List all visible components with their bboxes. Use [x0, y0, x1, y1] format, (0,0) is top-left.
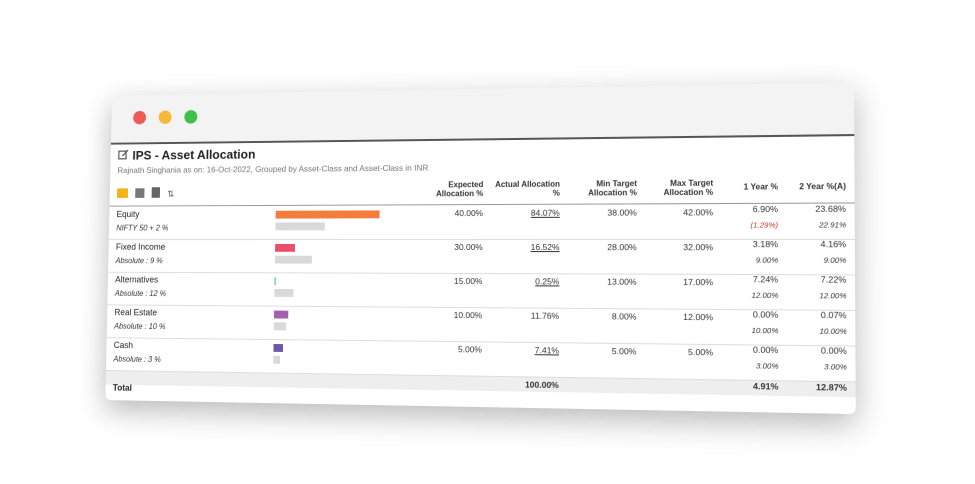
cell-value: 0.07% [772, 309, 847, 320]
cell-value: 16.52% [490, 242, 560, 252]
window: IPS - Asset Allocation Rajnath Singhania… [105, 82, 856, 414]
cell-value: 0.00% [772, 345, 847, 356]
benchmark-1y: 3.00% [705, 360, 779, 370]
row-benchmark: Absolute : 9 % [116, 256, 163, 265]
export-icon[interactable] [135, 188, 144, 198]
benchmark-2y: 22.91% [772, 220, 846, 229]
row-benchmark: Absolute : 10 % [114, 322, 166, 331]
print-icon[interactable] [152, 187, 160, 198]
expected-bar [274, 289, 293, 297]
cell-value: 42.00% [641, 207, 713, 217]
total-1y: 4.91% [705, 380, 779, 392]
actual-bar [276, 210, 380, 218]
note-label: Note: [112, 398, 132, 408]
benchmark-1y: 9.00% [705, 255, 778, 264]
cell-value: 40.00% [414, 208, 483, 218]
cell-value: 5.00% [641, 346, 714, 357]
benchmark-2y: 3.00% [772, 361, 847, 371]
benchmark-2y: 12.00% [772, 291, 847, 301]
actual-bar [273, 344, 282, 352]
cell-value: 5.00% [565, 345, 636, 356]
title-bar [111, 82, 854, 144]
cell-value: 3.18% [705, 239, 778, 249]
total-2y: 12.87% [772, 381, 847, 393]
cell-value: 28.00% [566, 242, 637, 252]
title: IPS - Asset Allocation [132, 147, 255, 163]
cell-value: 12.00% [641, 311, 714, 322]
benchmark-1y: 10.00% [705, 325, 779, 335]
sort-icon[interactable]: ⇅ [167, 189, 174, 199]
subtitle: Rajnath Singhania as on: 16-Oct-2022, Gr… [117, 163, 428, 175]
row-name: Real Estate [114, 307, 157, 317]
stage: IPS - Asset Allocation Rajnath Singhania… [0, 0, 975, 484]
edit-icon[interactable] [118, 149, 129, 161]
row-name: Fixed Income [116, 242, 166, 252]
cell-value: 38.00% [566, 207, 637, 217]
cell-value: 13.00% [565, 276, 636, 286]
cell-value: 32.00% [641, 242, 713, 252]
expected-bar [275, 256, 312, 264]
benchmark-1y: (1.29%) [705, 220, 778, 229]
cell-value: 0.00% [705, 309, 779, 320]
cell-value: 84.07% [490, 208, 560, 218]
column-header: 1 Year % [705, 182, 778, 192]
column-header: Expected Allocation % [415, 180, 484, 198]
row-name: Alternatives [115, 275, 158, 285]
row-benchmark: Absolute : 12 % [115, 289, 166, 298]
benchmark-1y: 12.00% [705, 290, 778, 300]
column-header: Actual Allocation % [490, 180, 560, 198]
actual-bar [275, 244, 295, 252]
row-benchmark: NIFTY 50 + 2 % [116, 224, 168, 233]
expected-bar [275, 222, 324, 230]
cell-value: 7.41% [489, 345, 559, 356]
cell-value: 0.00% [705, 344, 779, 355]
actual-bar [274, 311, 289, 319]
column-header: 2 Year %(A) [772, 182, 846, 192]
folder-icon[interactable] [117, 188, 128, 198]
row-name: Equity [117, 209, 140, 219]
column-header: Min Target Allocation % [566, 179, 637, 198]
cell-value: 23.68% [772, 204, 846, 215]
cell-value: 17.00% [641, 277, 713, 288]
minimize-button[interactable] [159, 110, 172, 124]
cell-value: 6.90% [705, 204, 778, 215]
cell-value: 11.76% [489, 310, 559, 321]
toolbar: ⇅ [117, 186, 228, 200]
note-text: Underlined percentages are out of tolera… [136, 399, 291, 412]
benchmark-2y: 9.00% [772, 255, 847, 264]
cell-value: 30.00% [414, 242, 483, 252]
cell-value: 0.25% [489, 276, 559, 286]
expected-bar [274, 322, 286, 330]
column-header: Max Target Allocation % [641, 179, 713, 198]
total-actual: 100.00% [489, 379, 559, 390]
cell-value: 10.00% [413, 310, 482, 321]
row-benchmark: Absolute : 3 % [113, 355, 161, 364]
expected-bar [273, 356, 279, 364]
cell-value: 4.16% [772, 239, 846, 249]
cell-value: 15.00% [414, 276, 483, 286]
benchmark-2y: 10.00% [772, 326, 847, 336]
cell-value: 7.24% [705, 274, 778, 285]
row-name: Cash [114, 340, 133, 350]
total-label: Total [113, 383, 132, 393]
cell-value: 8.00% [565, 311, 636, 322]
cell-value: 5.00% [413, 344, 482, 355]
maximize-button[interactable] [184, 110, 197, 124]
cell-value: 7.22% [772, 274, 847, 285]
close-button[interactable] [133, 111, 146, 125]
